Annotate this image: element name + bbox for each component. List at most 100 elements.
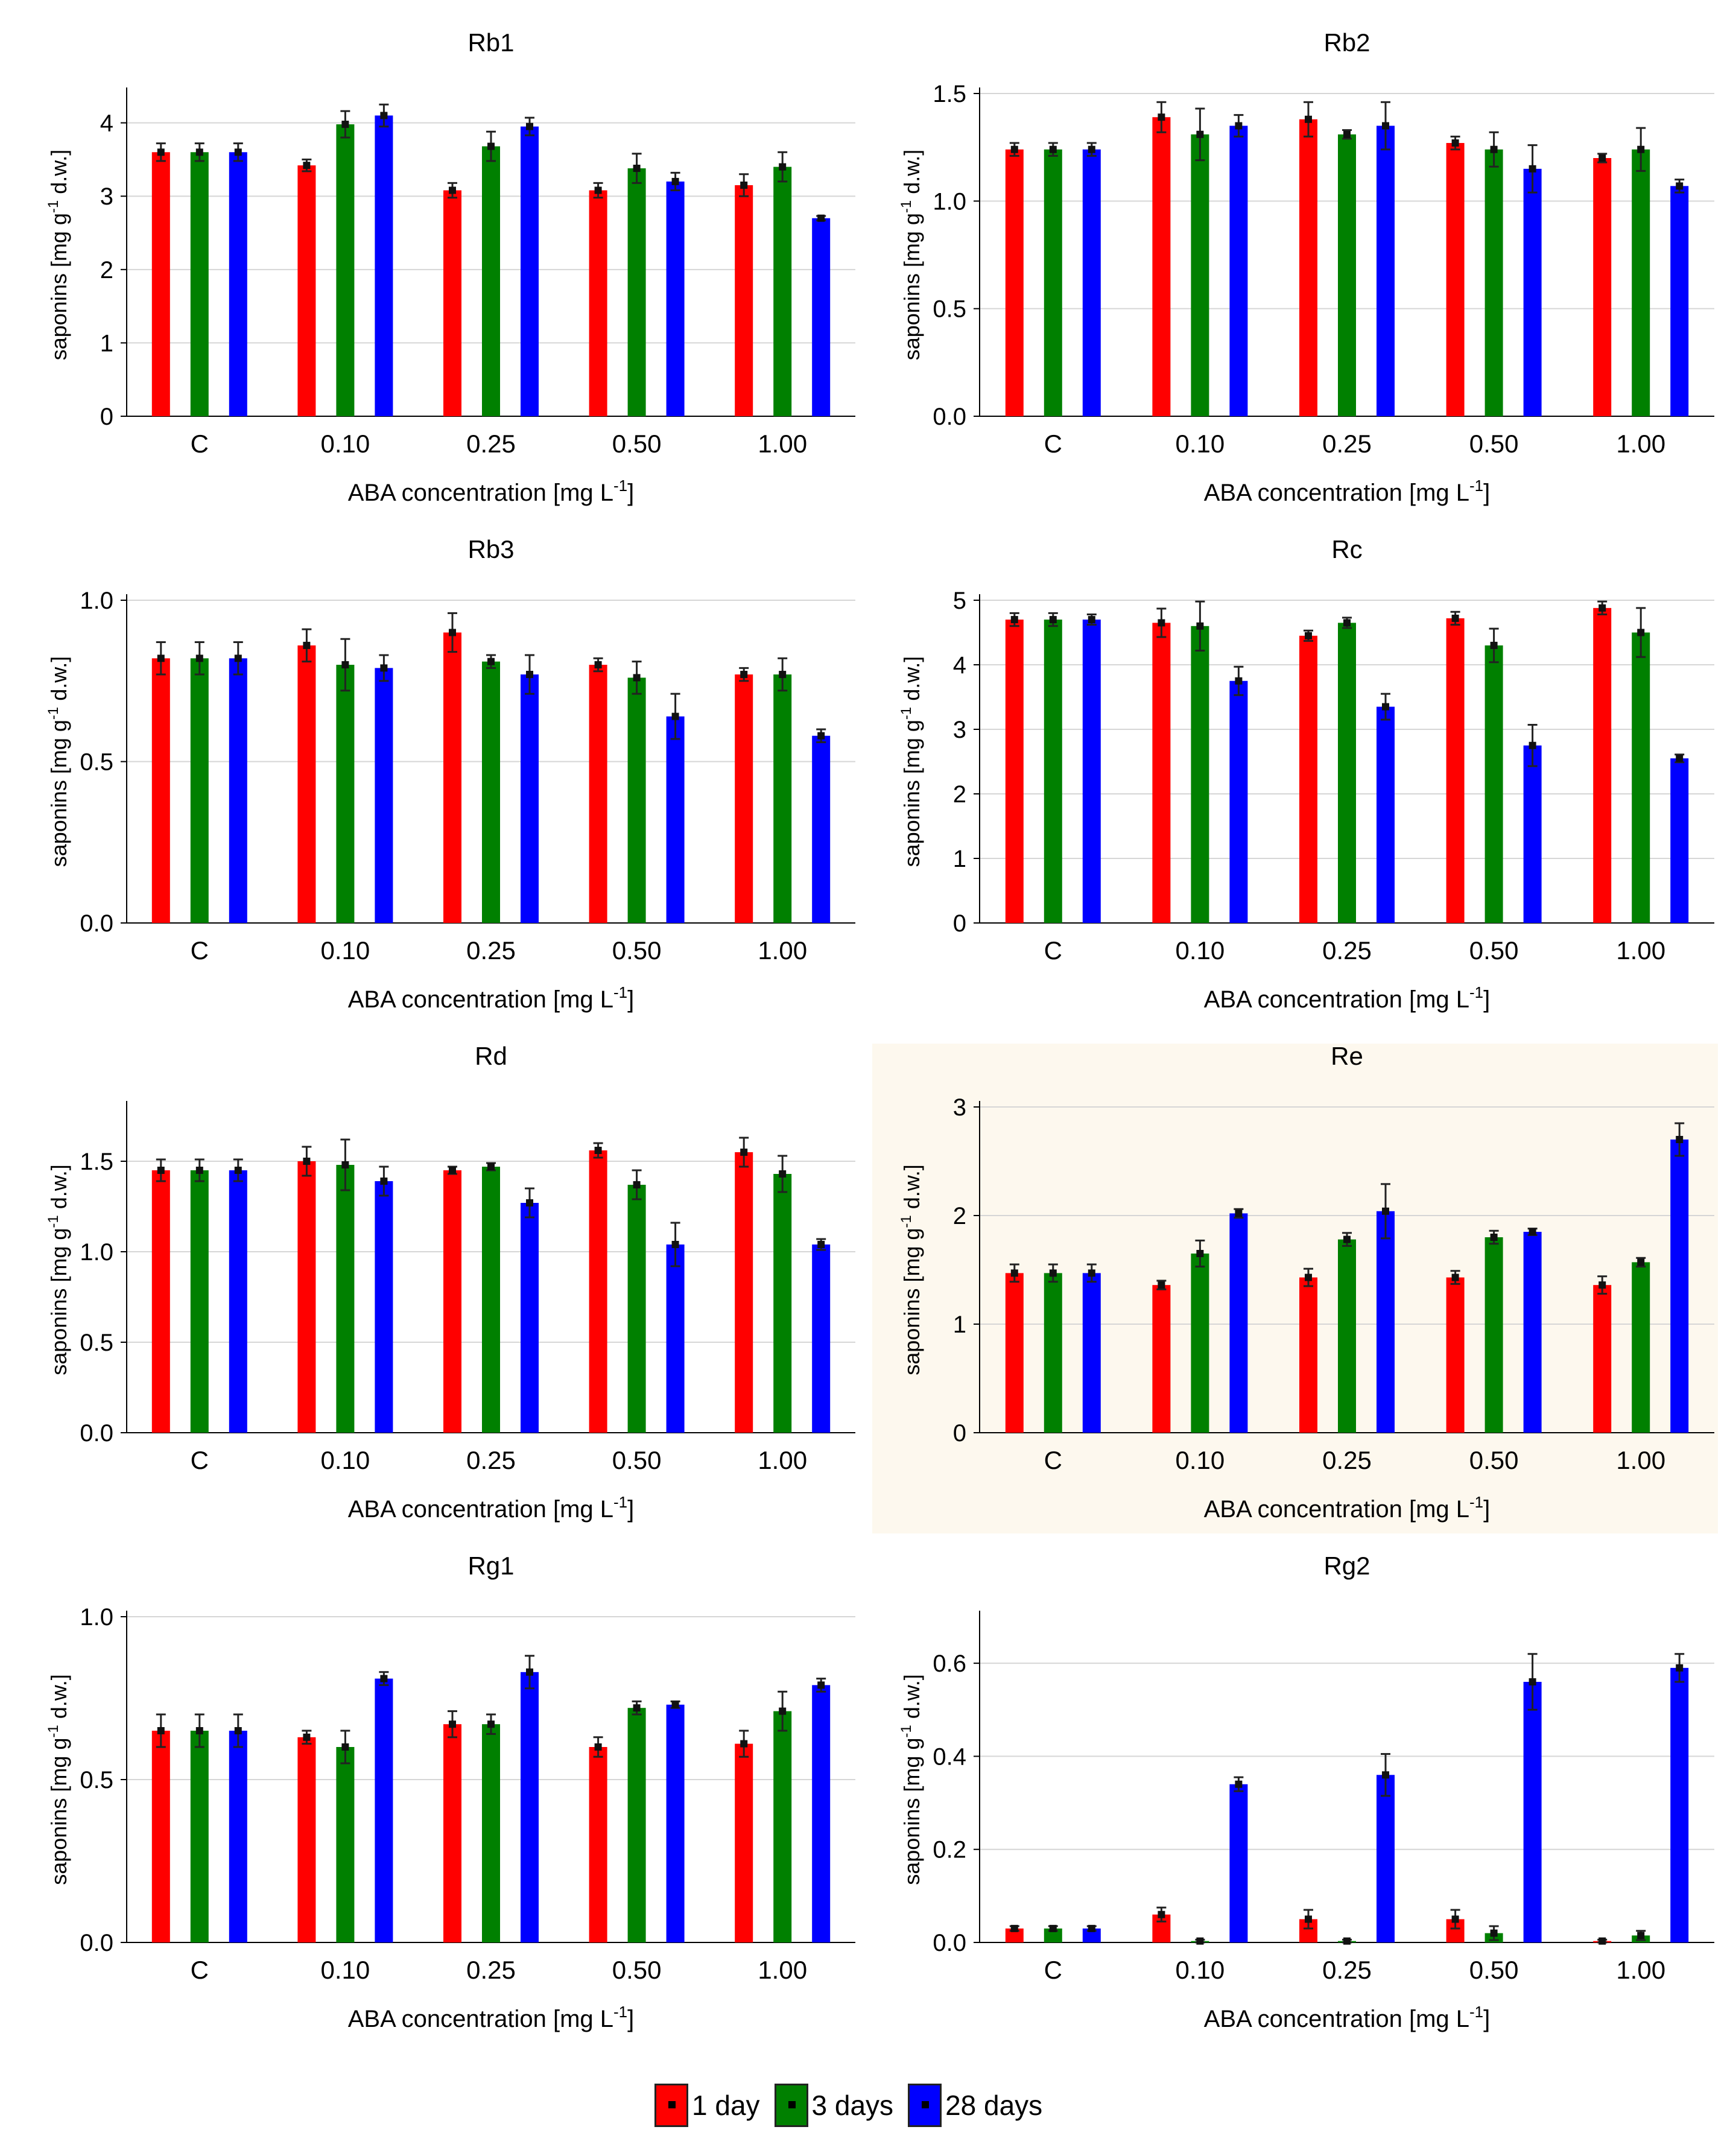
bar [443,1724,461,1942]
mean-marker [740,1740,748,1748]
x-axis-label: ABA concentration [mg L-1] [348,1493,635,1523]
bar [1152,1285,1171,1433]
mean-marker [1088,1269,1095,1277]
mean-marker [1196,622,1204,630]
mean-marker [1235,1780,1243,1788]
bar [1005,1273,1024,1433]
bar [1632,632,1650,923]
bar [1523,1682,1542,1942]
mean-marker [1382,1207,1389,1215]
y-tick-label: 4 [100,110,113,137]
bar [1446,1277,1465,1433]
bar [375,668,393,923]
mean-marker [1343,619,1351,627]
mean-marker [1451,1915,1459,1923]
mean-marker [234,1167,242,1174]
bar [1446,143,1465,417]
mean-marker [671,712,679,720]
bar [375,1678,393,1942]
mean-marker [671,177,679,185]
legend-item-1day: 1 day [654,2084,768,2127]
mean-marker [1637,145,1645,153]
mean-marker [1529,165,1536,173]
bar [190,1731,209,1942]
mean-marker [1599,1281,1606,1289]
x-tick-label: 0.25 [1322,1446,1372,1474]
mean-marker [380,1178,388,1185]
bar [627,1185,646,1433]
mean-marker [1010,1924,1018,1932]
bar [589,1150,607,1433]
mean-marker [1010,1269,1018,1277]
x-tick-label: C [1044,1956,1062,1984]
mean-marker [1382,1771,1389,1779]
mean-marker [1490,145,1498,153]
x-tick-label: 0.50 [1469,1446,1519,1474]
y-tick-label: 1.5 [933,81,966,107]
bar [735,185,753,416]
y-tick-label: 1.0 [80,1239,113,1266]
y-tick-label: 2 [953,781,966,808]
chart-title: Re [1331,1042,1363,1070]
mean-marker [1343,130,1351,138]
bar [1523,745,1542,923]
bar [1593,1285,1612,1433]
mean-marker [594,1743,602,1751]
bar [521,1203,539,1433]
chart-panel-rg1: Rg1 0.0 0.5 1.0 C 0.10 0.25 0.50 1.00 ABA concent… [45,1552,855,2032]
mean-marker [157,1727,165,1734]
mean-marker [1305,1273,1312,1281]
mean-marker [1676,755,1684,763]
mean-marker [157,655,165,662]
mean-marker [1599,604,1606,612]
bar [1005,149,1024,416]
mean-marker [449,1167,456,1174]
bar [627,677,646,923]
bar [1338,134,1356,416]
x-tick-label: 0.50 [612,1956,662,1984]
bar [1229,680,1248,923]
x-tick-label: 0.10 [321,1956,370,1984]
y-tick-label: 1.5 [80,1149,113,1175]
mean-marker [1490,1929,1498,1937]
bar [1229,125,1248,416]
bar [1191,626,1209,923]
mean-marker [1158,1910,1165,1918]
x-tick-label: 0.10 [321,1446,370,1474]
bar [1484,149,1503,416]
bar [297,1737,316,1942]
bar [1670,758,1689,923]
bar [1005,1928,1024,1942]
mean-marker [1049,145,1057,153]
x-tick-label: 0.50 [1469,430,1519,458]
mean-marker [487,142,495,150]
x-tick-label: C [1044,430,1062,458]
mean-marker [1676,182,1684,190]
bar [1593,158,1612,416]
mean-marker [671,1241,679,1248]
bar [1082,620,1101,923]
x-tick-label: 1.00 [1616,430,1665,458]
bar [336,124,355,416]
bar [812,1244,831,1433]
bar [666,716,685,923]
bar [443,1170,461,1433]
bar [1082,1273,1101,1433]
mean-marker [341,1161,349,1168]
bar [1338,623,1356,923]
bar [773,1711,792,1942]
bar [1044,1273,1062,1433]
mean-marker [526,671,533,679]
mean-marker [633,674,641,682]
mean-marker [1343,1937,1351,1945]
mean-marker [1196,1250,1204,1257]
mean-marker [779,163,787,171]
bar [1377,706,1395,923]
x-tick-label: 0.50 [612,936,662,965]
mean-marker [234,655,242,662]
bar [297,645,316,923]
mean-marker [1382,703,1389,711]
bar [1377,1211,1395,1433]
mean-marker [671,1701,679,1708]
bar [336,1165,355,1433]
